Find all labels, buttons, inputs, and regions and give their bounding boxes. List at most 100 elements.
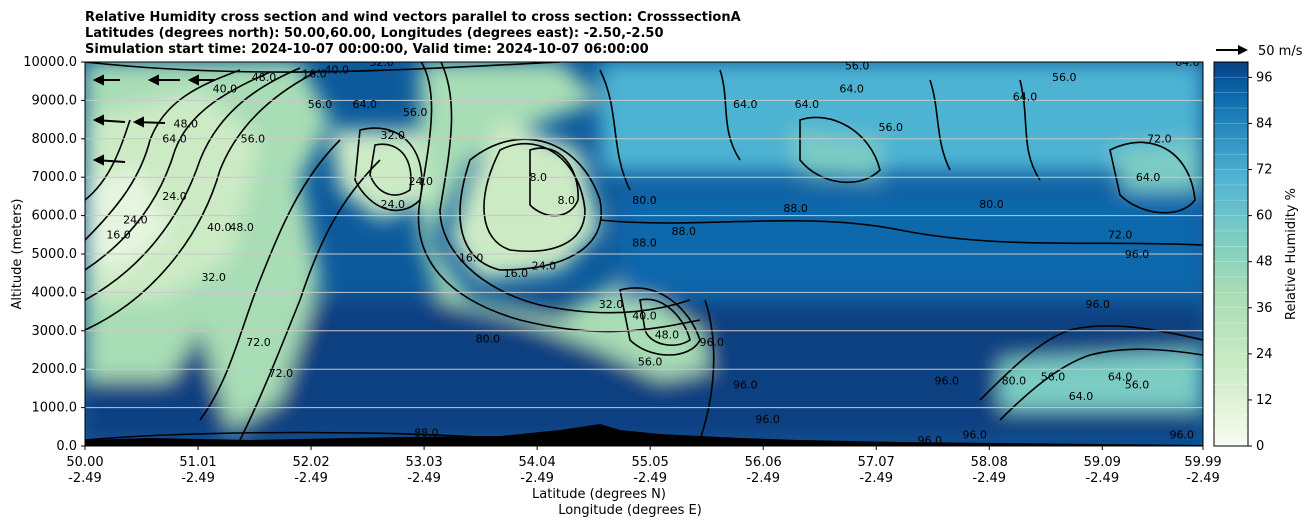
colorbar-tick-label-3: 36 — [1256, 301, 1273, 316]
contour-label-12: 40.0 — [325, 64, 350, 77]
colorbar: 0 12 24 36 48 60 72 84 96 Relative Humidity % — [1213, 61, 1299, 454]
contour-label-51: 96.0 — [918, 434, 943, 447]
contour-label-1: 24.0 — [123, 213, 148, 226]
x-tick-label-1: 51.01 — [179, 455, 216, 470]
x-tick-sublabel-2: -2.49 — [294, 471, 328, 486]
x-tick-label-7: 57.07 — [858, 455, 895, 470]
contour-label-0: 16.0 — [106, 229, 131, 242]
contour-lines — [85, 62, 1203, 441]
contour-label-54: 56.0 — [1041, 371, 1066, 384]
contour-label-50: 96.0 — [962, 428, 987, 441]
contour-label-53: 64.0 — [1108, 371, 1133, 384]
wind-vectors — [92, 74, 215, 166]
contour-label-48: 96.0 — [1086, 298, 1111, 311]
x-axis: 50.00-2.4951.01-2.4952.02-2.4953.03-2.49… — [66, 446, 1222, 486]
contour-label-21: 8.0 — [557, 194, 575, 207]
x-axis-label-latitude: Latitude (degrees N) — [532, 487, 666, 502]
contour-label-2: 24.0 — [162, 190, 187, 203]
colorbar-tick-label-0: 0 — [1256, 439, 1264, 454]
x-tick-sublabel-5: -2.49 — [633, 471, 667, 486]
humidity-field-blobs — [85, 62, 1203, 440]
contour-label-23: 16.0 — [504, 267, 529, 280]
contour-label-18: 24.0 — [408, 175, 433, 188]
x-tick-label-8: 58.08 — [971, 455, 1008, 470]
x-tick-sublabel-1: -2.49 — [181, 471, 215, 486]
colorbar-tick-label-1: 12 — [1256, 393, 1273, 408]
colorbar-label: Relative Humidity % — [1284, 188, 1299, 320]
x-tick-label-0: 50.00 — [66, 455, 103, 470]
contour-label-33: 72.0 — [246, 336, 271, 349]
quiver-key-arrowhead — [1238, 45, 1248, 55]
x-tick-sublabel-6: -2.49 — [746, 471, 780, 486]
quiver-key-label: 50 m/s — [1258, 44, 1303, 59]
contour-label-38: 96.0 — [755, 413, 780, 426]
colorbar-tick-label-4: 48 — [1256, 255, 1273, 270]
contour-label-13: 32.0 — [369, 56, 394, 69]
x-tick-label-6: 56.06 — [745, 455, 782, 470]
contour-label-26: 40.0 — [632, 309, 657, 322]
x-tick-sublabel-9: -2.49 — [1085, 471, 1119, 486]
chart-title-line-2: Latitudes (degrees north): 50.00,60.00, … — [85, 26, 664, 41]
x-tick-label-5: 55.05 — [632, 455, 669, 470]
contour-label-56: 80.0 — [1002, 375, 1027, 388]
x-tick-label-3: 53.03 — [405, 455, 442, 470]
y-tick-label-6: 6000.0 — [32, 209, 78, 224]
y-tick-label-5: 5000.0 — [32, 247, 78, 262]
colorbar-tick-label-5: 60 — [1256, 209, 1273, 224]
x-tick-sublabel-4: -2.49 — [520, 471, 554, 486]
contour-label-42: 64.0 — [839, 83, 864, 96]
contour-label-41: 64.0 — [795, 98, 820, 111]
contour-label-22: 16.0 — [459, 252, 484, 265]
y-tick-label-4: 4000.0 — [32, 285, 78, 300]
quiver-key: 50 m/s — [1216, 44, 1303, 59]
x-tick-label-4: 54.04 — [519, 455, 556, 470]
x-tick-label-2: 52.02 — [292, 455, 329, 470]
y-axis-label: Altitude (meters) — [10, 199, 25, 310]
y-tick-label-9: 9000.0 — [32, 93, 78, 108]
contour-label-29: 80.0 — [476, 332, 501, 345]
contour-label-43: 56.0 — [879, 121, 904, 134]
contour-label-58: 64.0 — [1175, 56, 1200, 69]
contour-label-31: 88.0 — [671, 225, 696, 238]
contour-label-10: 48.0 — [252, 71, 277, 84]
contour-label-49: 96.0 — [934, 375, 959, 388]
x-tick-sublabel-7: -2.49 — [859, 471, 893, 486]
contour-label-40: 64.0 — [733, 98, 758, 111]
x-tick-sublabel-0: -2.49 — [68, 471, 102, 486]
x-tick-sublabel-10: -2.49 — [1186, 471, 1220, 486]
contour-label-7: 64.0 — [162, 133, 187, 146]
contour-label-3: 32.0 — [201, 271, 226, 284]
contour-label-19: 32.0 — [381, 129, 406, 142]
contour-label-62: 64.0 — [1013, 90, 1038, 103]
y-tick-label-1: 1000.0 — [32, 401, 78, 416]
contour-label-9: 40.0 — [213, 83, 238, 96]
contour-label-8: 48.0 — [173, 117, 198, 130]
contour-label-32: 80.0 — [632, 194, 657, 207]
contour-label-11: 16.0 — [302, 67, 327, 80]
contour-label-25: 32.0 — [599, 298, 624, 311]
contour-label-17: 24.0 — [381, 198, 406, 211]
contour-label-57: 96.0 — [1169, 428, 1194, 441]
contour-label-37: 96.0 — [733, 378, 758, 391]
y-tick-label-3: 3000.0 — [32, 324, 78, 339]
y-tick-label-0: 0.0 — [56, 439, 77, 454]
contour-label-35: 88.0 — [414, 426, 439, 439]
x-tick-label-10: 59.99 — [1184, 455, 1221, 470]
colorbar-tick-label-6: 72 — [1256, 163, 1273, 178]
contour-label-55: 56.0 — [1125, 378, 1150, 391]
colorbar-tick-label-7: 84 — [1256, 116, 1273, 131]
contour-label-34: 72.0 — [269, 367, 294, 380]
contour-label-30: 88.0 — [632, 236, 657, 249]
contour-label-46: 72.0 — [1108, 229, 1133, 242]
plot-area: 16.024.024.032.040.048.056.064.048.040.0… — [85, 56, 1203, 447]
contour-labels: 16.024.024.032.040.048.056.064.048.040.0… — [106, 56, 1200, 447]
contour-label-45: 80.0 — [979, 198, 1004, 211]
contour-label-52: 64.0 — [1069, 390, 1094, 403]
x-axis-label-longitude: Longitude (degrees E) — [558, 503, 702, 518]
contour-label-60: 64.0 — [1136, 171, 1161, 184]
x-tick-sublabel-8: -2.49 — [972, 471, 1006, 486]
colorbar-tick-label-8: 96 — [1256, 70, 1273, 85]
grid-lines — [85, 99, 1203, 409]
contour-label-16: 56.0 — [403, 106, 428, 119]
